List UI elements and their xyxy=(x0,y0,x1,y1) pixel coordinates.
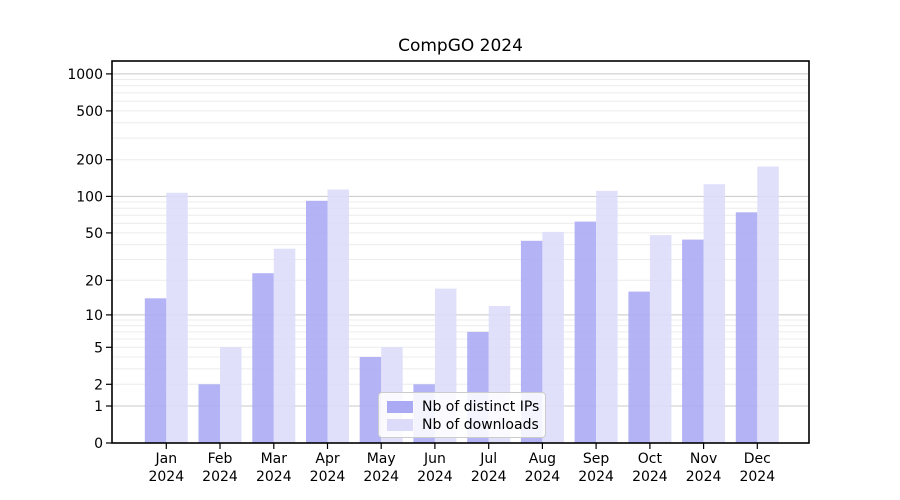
x-tick-label-month: Sep xyxy=(583,451,610,467)
bar-downloads-oct xyxy=(649,235,672,443)
legend-item-downloads: Nb of downloads xyxy=(387,416,539,434)
chart-title: CompGO 2024 xyxy=(398,36,523,56)
bar-downloads-apr xyxy=(327,189,349,443)
y-tick-label: 200 xyxy=(76,153,103,169)
legend-label-distinct-ips: Nb of distinct IPs xyxy=(422,399,540,415)
legend-swatch-distinct-ips xyxy=(387,401,413,413)
bar-downloads-feb xyxy=(220,347,242,443)
bar-distinct-ips-mar xyxy=(252,273,274,443)
x-tick-label-month: May xyxy=(367,451,396,467)
y-tick-label: 0 xyxy=(94,436,103,452)
x-tick-label-month: Oct xyxy=(638,451,663,467)
x-tick-label-year: 2024 xyxy=(632,469,668,485)
bar-distinct-ips-may xyxy=(359,357,382,443)
y-tick-label: 1 xyxy=(94,399,103,415)
y-tick-label: 20 xyxy=(85,273,103,289)
bar-downloads-jan xyxy=(166,192,188,443)
bar-downloads-nov xyxy=(703,184,726,443)
legend-label-downloads: Nb of downloads xyxy=(422,417,539,433)
y-tick-label: 10 xyxy=(85,308,103,324)
x-tick-label-month: Apr xyxy=(315,451,339,467)
x-tick-label-year: 2024 xyxy=(148,469,184,485)
x-tick-label-year: 2024 xyxy=(310,469,346,485)
x-tick-label-month: Jun xyxy=(423,451,446,467)
x-tick-label-month: Dec xyxy=(744,451,771,467)
bar-distinct-ips-nov xyxy=(682,239,704,443)
chart-legend: Nb of distinct IPs Nb of downloads xyxy=(378,392,546,438)
x-tick-label-year: 2024 xyxy=(471,469,507,485)
plot-border xyxy=(111,60,810,444)
bar-distinct-ips-sep xyxy=(574,221,597,443)
bar-distinct-ips-feb xyxy=(198,384,220,443)
bar-distinct-ips-dec xyxy=(735,212,758,443)
bar-downloads-sep xyxy=(596,190,618,443)
y-tick-label: 500 xyxy=(76,104,103,120)
y-tick-label: 1000 xyxy=(67,67,103,83)
x-tick-label-month: Mar xyxy=(261,451,288,467)
x-tick-label-year: 2024 xyxy=(417,469,453,485)
x-tick-label-month: Aug xyxy=(529,451,556,467)
bar-downloads-dec xyxy=(757,166,779,443)
bar-downloads-aug xyxy=(542,231,564,443)
x-tick-label-month: Jul xyxy=(479,451,497,467)
y-tick-label: 5 xyxy=(94,340,103,356)
x-tick-label-year: 2024 xyxy=(686,469,722,485)
x-tick-label-month: Jan xyxy=(155,451,178,467)
legend-swatch-downloads xyxy=(387,419,413,431)
x-tick-label-year: 2024 xyxy=(256,469,292,485)
bar-downloads-mar xyxy=(273,248,296,443)
y-tick-label: 100 xyxy=(76,189,103,205)
y-tick-label: 50 xyxy=(85,226,103,242)
y-tick-label: 2 xyxy=(94,377,103,393)
x-tick-label-year: 2024 xyxy=(739,469,775,485)
x-tick-label-month: Nov xyxy=(690,451,717,467)
legend-item-distinct-ips: Nb of distinct IPs xyxy=(387,398,540,416)
x-tick-label-month: Feb xyxy=(208,451,233,467)
bar-distinct-ips-apr xyxy=(306,200,328,443)
x-tick-label-year: 2024 xyxy=(525,469,561,485)
x-tick-label-year: 2024 xyxy=(578,469,614,485)
x-tick-label-year: 2024 xyxy=(202,469,238,485)
bar-distinct-ips-jan xyxy=(144,298,167,443)
x-tick-label-year: 2024 xyxy=(363,469,399,485)
bar-distinct-ips-oct xyxy=(628,291,650,443)
